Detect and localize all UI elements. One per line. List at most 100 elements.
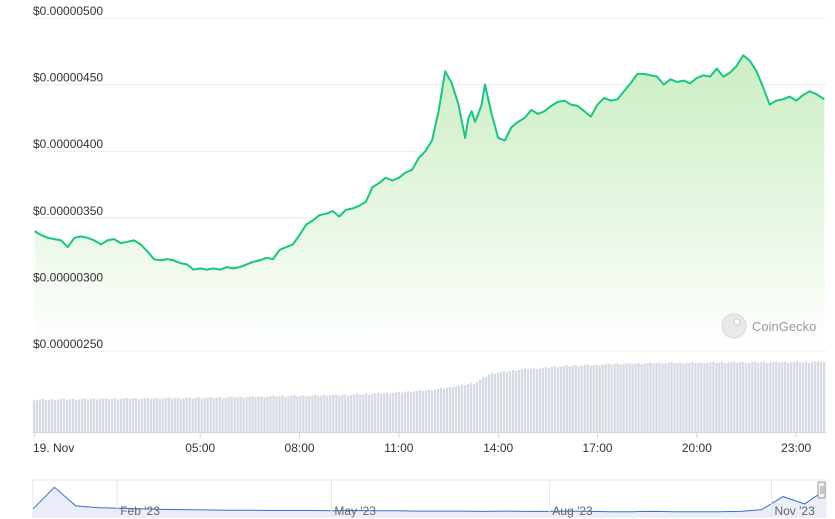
volume-bar <box>71 398 75 432</box>
volume-bar <box>445 387 449 432</box>
volume-bar <box>98 399 102 432</box>
volume-bar <box>547 367 550 432</box>
volume-bar <box>428 389 431 432</box>
volume-bar <box>508 371 511 432</box>
volume-bar <box>335 394 338 432</box>
volume-bar <box>577 366 580 432</box>
y-axis-labels: $0.00000500 $0.00000450 $0.00000400 $0.0000… <box>33 4 103 351</box>
volume-bar <box>320 395 323 432</box>
volume-bar <box>125 397 128 432</box>
volume-bar <box>802 362 805 432</box>
volume-bar <box>721 361 724 432</box>
volume-bar <box>646 363 649 432</box>
volume-bar <box>374 393 377 432</box>
volume-bar <box>532 368 535 432</box>
y-tick-label: $0.00000300 <box>33 270 103 284</box>
volume-bar <box>404 391 407 432</box>
volume-bar <box>436 389 440 432</box>
volume-bar <box>56 399 60 432</box>
volume-bar <box>365 393 368 432</box>
volume-bar <box>718 362 721 432</box>
volume-bar <box>227 397 230 432</box>
volume-bar <box>724 363 727 432</box>
volume-bar <box>83 398 87 432</box>
coingecko-watermark: CoinGecko <box>721 313 816 339</box>
volume-bar <box>457 385 461 432</box>
volume-bar <box>739 362 742 432</box>
volume-bar <box>185 397 188 432</box>
price-area <box>34 54 825 352</box>
volume-bar <box>221 398 224 432</box>
volume-bar <box>38 399 42 432</box>
volume-bar <box>637 363 640 432</box>
volume-bar <box>661 363 664 432</box>
volume-bar <box>176 397 179 432</box>
volume-bar <box>778 362 781 432</box>
volume-bar <box>469 383 473 432</box>
volume-bar <box>754 361 757 432</box>
volume-bar <box>263 397 266 432</box>
volume-bar <box>332 395 335 432</box>
volume-bar <box>697 362 700 432</box>
volume-bar <box>380 393 383 432</box>
navigator-tick-label: Nov '23 <box>774 504 815 518</box>
volume-bar <box>487 374 491 432</box>
volume-bar <box>571 365 574 432</box>
volume-bar <box>89 399 93 432</box>
volume-bar <box>598 365 601 432</box>
volume-bar <box>194 397 197 432</box>
volume-bar <box>478 379 482 432</box>
time-range-navigator[interactable]: Feb '23 May '23 Aug '23 Nov '23 <box>32 479 827 518</box>
volume-bar <box>496 372 500 432</box>
volume-bar <box>592 364 595 432</box>
volume-bar <box>655 363 658 432</box>
volume-bar <box>161 398 164 432</box>
volume-bar <box>230 396 233 432</box>
volume-bar <box>33 400 36 432</box>
volume-bar <box>95 399 99 432</box>
volume-bar <box>775 361 778 432</box>
volume-bar <box>550 367 553 432</box>
volume-bar <box>350 395 353 432</box>
volume-bar <box>248 396 251 432</box>
volume-bar <box>751 362 754 432</box>
volume-bar <box>359 394 362 432</box>
volume-bar <box>433 389 437 432</box>
volume-bar <box>296 396 299 432</box>
volume-bar <box>305 396 308 432</box>
volume-bar <box>395 392 398 432</box>
volume-bar <box>74 399 78 432</box>
volume-bar <box>772 361 775 432</box>
volume-bar <box>155 397 158 432</box>
volume-bar <box>179 398 182 432</box>
volume-bar <box>526 369 529 432</box>
volume-bar <box>134 397 137 432</box>
volume-bar <box>47 399 51 432</box>
volume-bar <box>736 362 739 432</box>
volume-bar <box>311 395 314 432</box>
volume-bar <box>709 362 712 432</box>
y-tick-label: $0.00000500 <box>33 4 103 18</box>
volume-bar <box>694 363 697 432</box>
volume-bar <box>407 391 410 432</box>
volume-bar <box>460 384 464 432</box>
x-axis-labels: 19. Nov 05:00 08:00 11:00 14:00 17:00 20:00 23:… <box>33 432 826 455</box>
volume-bar <box>463 385 467 432</box>
volume-bar <box>341 395 344 432</box>
volume-bar <box>658 362 661 432</box>
volume-bar <box>68 399 72 432</box>
navigator-tick-label: May '23 <box>334 504 376 518</box>
volume-bar <box>371 394 374 432</box>
x-tick-label: 11:00 <box>384 441 413 455</box>
volume-bar <box>784 361 787 432</box>
volume-bar <box>152 398 155 432</box>
volume-bar <box>538 368 541 432</box>
volume-bar <box>338 395 341 432</box>
volume-bar <box>200 398 203 432</box>
navigator-tick-label: Aug '23 <box>552 504 593 518</box>
volume-bar <box>535 369 538 432</box>
volume-bar <box>817 361 820 432</box>
volume-bar <box>442 388 446 432</box>
volume-bar <box>50 399 54 432</box>
